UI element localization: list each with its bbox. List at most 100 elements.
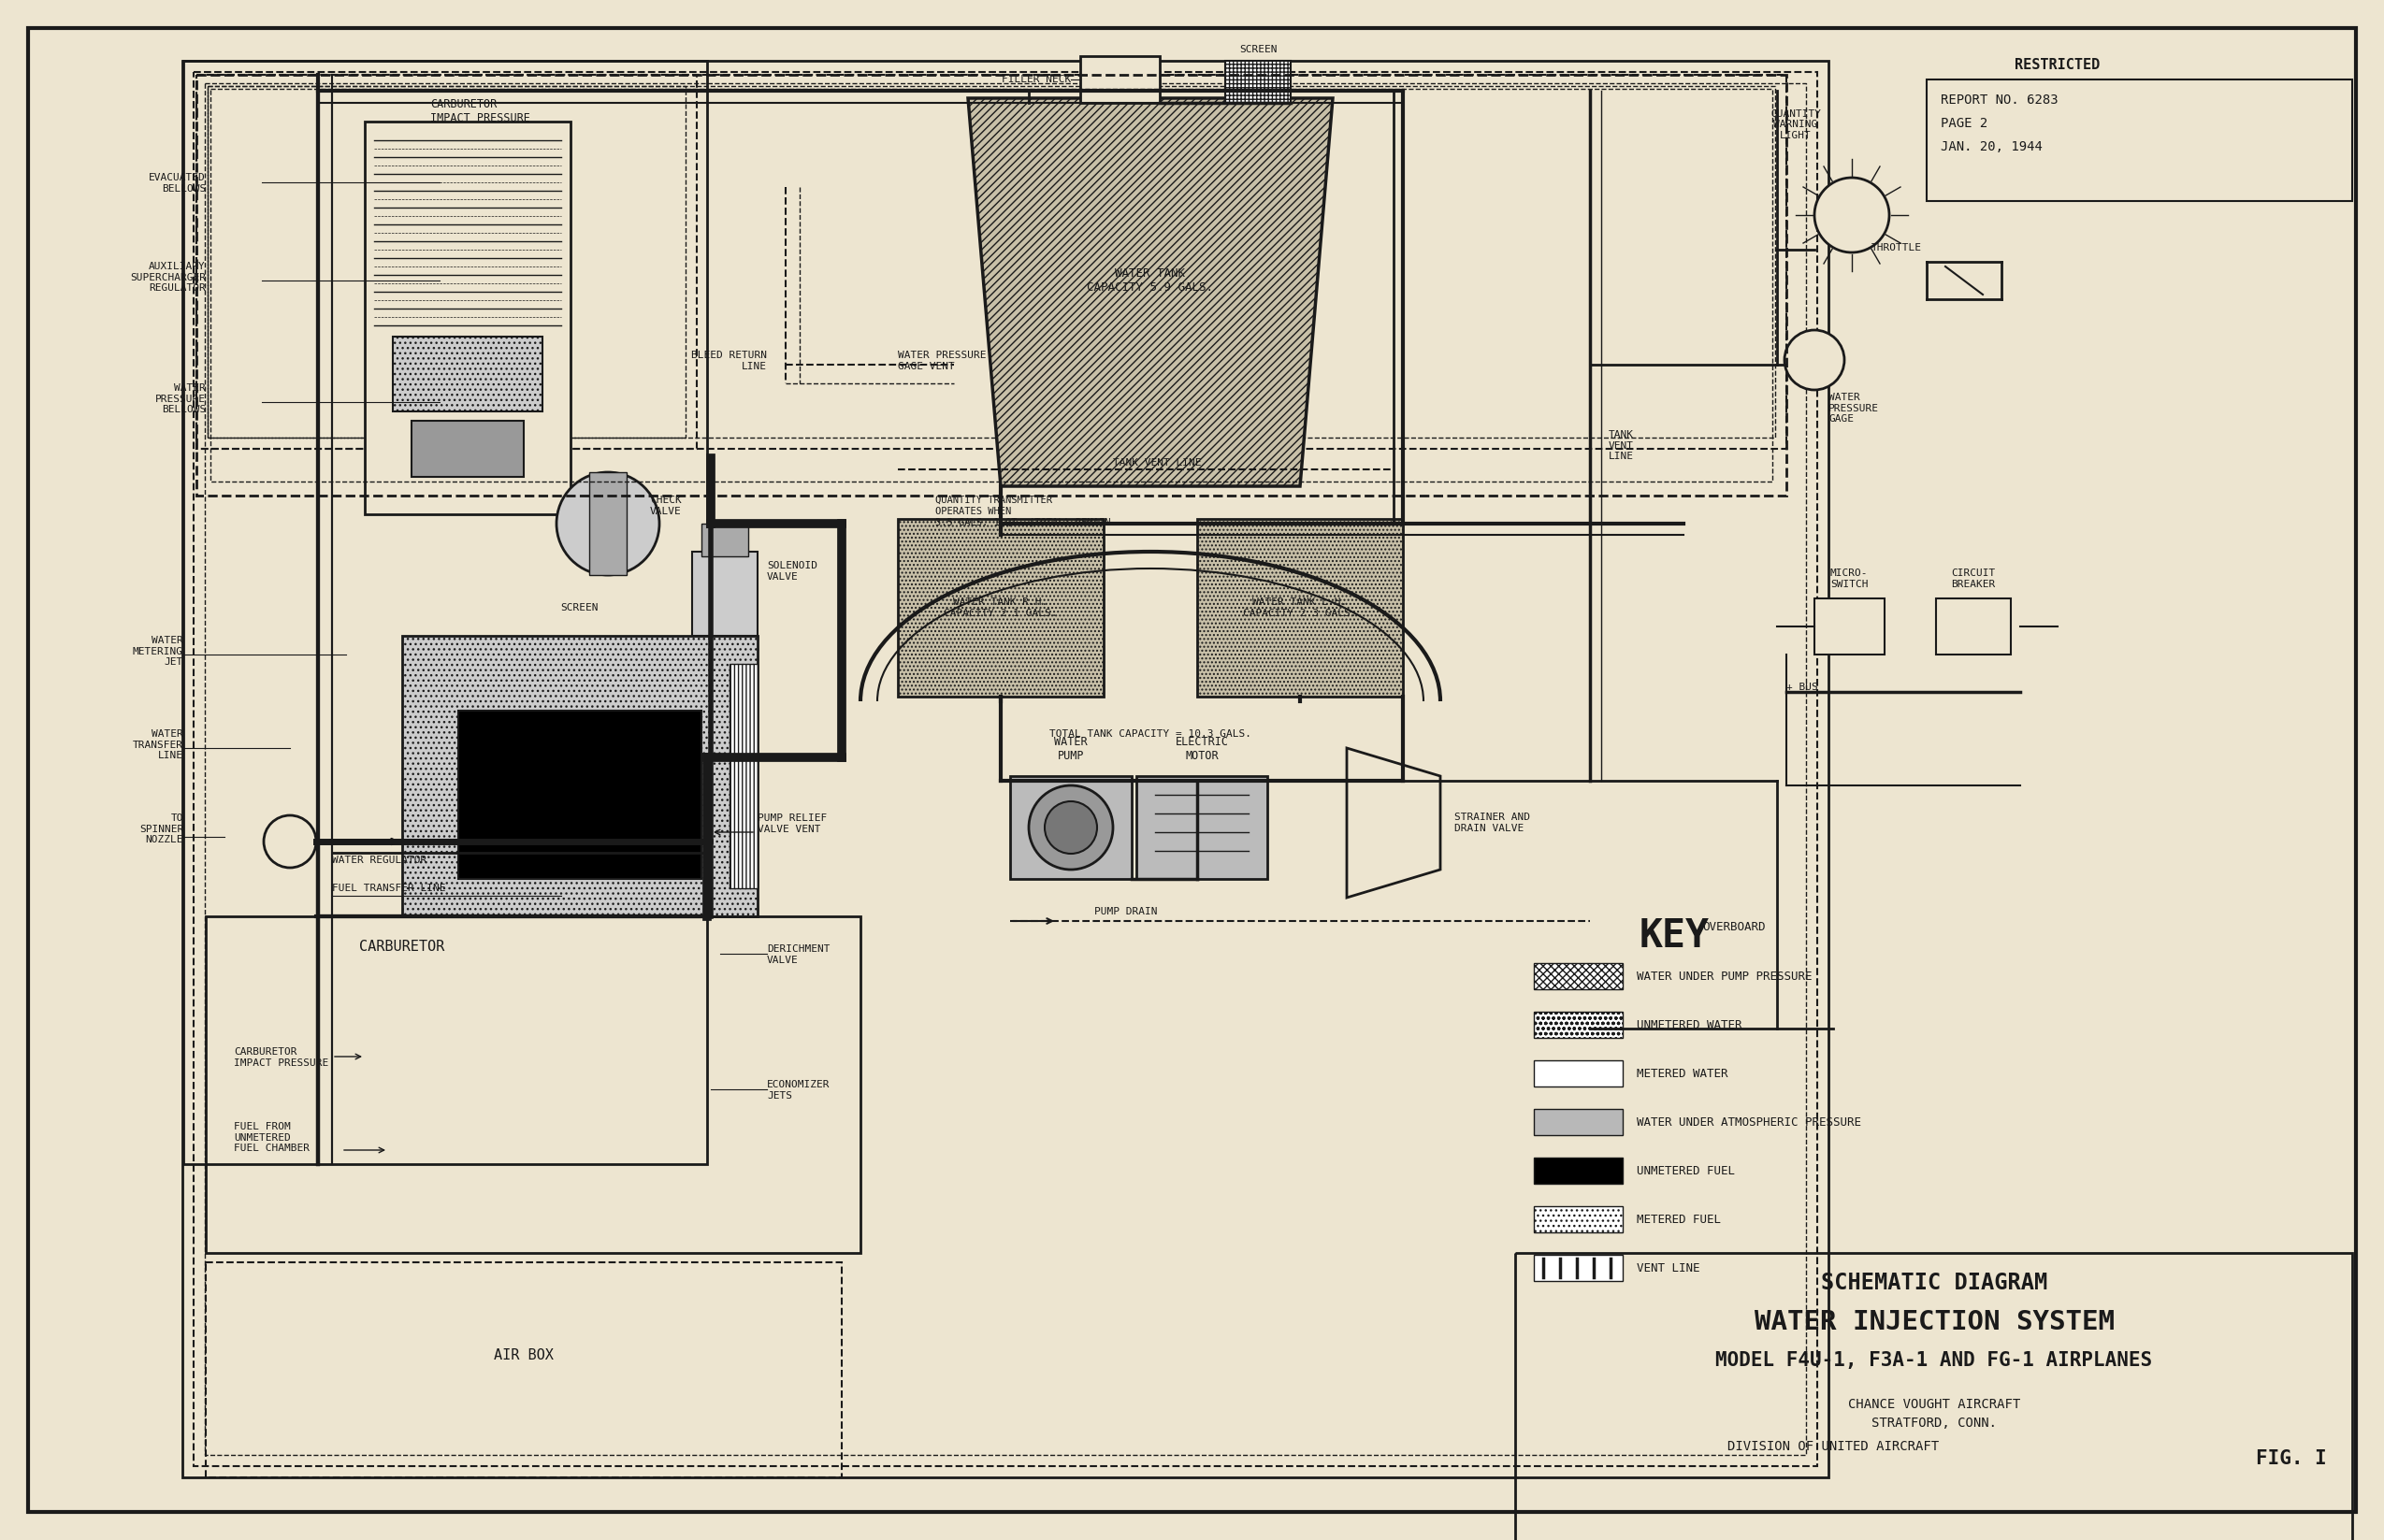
- Text: WATER INJECTION SYSTEM: WATER INJECTION SYSTEM: [1755, 1309, 2115, 1335]
- Bar: [589, 473, 627, 574]
- Bar: [1011, 776, 1132, 879]
- Text: METERED WATER: METERED WATER: [1638, 1067, 1728, 1080]
- Bar: [1814, 599, 1886, 654]
- Text: PUMP DRAIN: PUMP DRAIN: [1094, 907, 1156, 916]
- Text: MICRO-
SWITCH: MICRO- SWITCH: [1831, 568, 1869, 590]
- Bar: [458, 710, 701, 879]
- Circle shape: [555, 473, 660, 574]
- Text: CHANCE VOUGHT AIRCRAFT: CHANCE VOUGHT AIRCRAFT: [1848, 1398, 2019, 1411]
- Text: UNMETERED WATER: UNMETERED WATER: [1638, 1019, 1743, 1030]
- Circle shape: [1030, 785, 1113, 870]
- Bar: [1516, 1254, 2353, 1540]
- Polygon shape: [1347, 748, 1440, 898]
- Text: QUANTITY
WARNING
LIGHT: QUANTITY WARNING LIGHT: [1771, 109, 1821, 140]
- Circle shape: [1786, 330, 1845, 390]
- Bar: [1137, 776, 1268, 879]
- Bar: [691, 551, 758, 636]
- Bar: [205, 83, 1807, 1455]
- Text: REPORT NO. 6283: REPORT NO. 6283: [1941, 94, 2057, 106]
- Text: STRAINER AND
DRAIN VALVE: STRAINER AND DRAIN VALVE: [1454, 813, 1531, 833]
- Text: FILLER NECK: FILLER NECK: [1001, 75, 1070, 85]
- Text: WATER
TRANSFER
LINE: WATER TRANSFER LINE: [134, 730, 184, 761]
- Bar: [1197, 519, 1402, 696]
- Text: FUEL FROM
UNMETERED
FUEL CHAMBER: FUEL FROM UNMETERED FUEL CHAMBER: [234, 1123, 310, 1153]
- Text: WATER REGULATOR: WATER REGULATOR: [331, 856, 427, 865]
- Text: PUMP RELIEF
VALVE VENT: PUMP RELIEF VALVE VENT: [758, 813, 827, 833]
- Text: SOLENOID
VALVE: SOLENOID VALVE: [768, 561, 818, 581]
- Polygon shape: [968, 99, 1333, 487]
- Text: TOTAL TANK CAPACITY = 10.3 GALS.: TOTAL TANK CAPACITY = 10.3 GALS.: [1049, 730, 1252, 739]
- Bar: [210, 89, 1771, 482]
- Text: WATER TANK L.H.
CAPACITY 2.3 GALS.: WATER TANK L.H. CAPACITY 2.3 GALS.: [1242, 598, 1356, 618]
- Bar: [1926, 80, 2353, 202]
- Circle shape: [1044, 801, 1097, 853]
- Bar: [195, 75, 1786, 448]
- Text: WATER UNDER PUMP PRESSURE: WATER UNDER PUMP PRESSURE: [1638, 970, 1812, 983]
- Bar: [701, 524, 749, 556]
- Text: CARBURETOR
IMPACT PRESSURE: CARBURETOR IMPACT PRESSURE: [429, 99, 529, 125]
- Bar: [393, 337, 544, 411]
- Text: CHECK
VALVE: CHECK VALVE: [651, 496, 682, 516]
- Text: CARBURETOR
IMPACT PRESSURE: CARBURETOR IMPACT PRESSURE: [234, 1047, 329, 1067]
- Bar: [207, 86, 1776, 437]
- Bar: [730, 664, 758, 889]
- Bar: [195, 75, 696, 448]
- Text: WATER UNDER ATMOSPHERIC PRESSURE: WATER UNDER ATMOSPHERIC PRESSURE: [1638, 1116, 1862, 1129]
- Bar: [205, 1263, 842, 1477]
- Text: VENT LINE: VENT LINE: [1638, 1261, 1700, 1274]
- Bar: [1533, 962, 1624, 989]
- Text: WATER TANK R.H.
CAPACITY 2.1 GALS.: WATER TANK R.H. CAPACITY 2.1 GALS.: [944, 598, 1058, 618]
- Bar: [1533, 1012, 1624, 1038]
- Text: RESTRICTED: RESTRICTED: [2014, 59, 2100, 72]
- Text: SCREEN: SCREEN: [1240, 45, 1278, 54]
- Bar: [1533, 1255, 1624, 1281]
- Bar: [1225, 60, 1290, 103]
- Text: FUEL TRANSFER LINE: FUEL TRANSFER LINE: [331, 884, 446, 893]
- Text: SCHEMATIC DIAGRAM: SCHEMATIC DIAGRAM: [1821, 1272, 2048, 1294]
- Text: STRATFORD, CONN.: STRATFORD, CONN.: [1871, 1417, 1998, 1429]
- Bar: [403, 636, 758, 916]
- Text: SCREEN: SCREEN: [560, 604, 598, 613]
- Text: AUXILIARY
SUPERCHARGER
REGULATOR: AUXILIARY SUPERCHARGER REGULATOR: [131, 262, 205, 293]
- Circle shape: [1814, 177, 1888, 253]
- Text: CARBURETOR: CARBURETOR: [360, 939, 446, 953]
- Bar: [1533, 1158, 1624, 1184]
- Bar: [412, 420, 524, 477]
- Text: QUANTITY TRANSMITTER
OPERATES WHEN
3.5 GALS. 1 QT. (TOTAL) REMAIN: QUANTITY TRANSMITTER OPERATES WHEN 3.5 G…: [935, 496, 1111, 527]
- Text: CIRCUIT
BREAKER: CIRCUIT BREAKER: [1952, 568, 1995, 590]
- Text: WATER
PRESSURE
BELLOWS: WATER PRESSURE BELLOWS: [155, 383, 205, 414]
- Text: UNMETERED FUEL: UNMETERED FUEL: [1638, 1164, 1736, 1177]
- Bar: [1533, 1206, 1624, 1232]
- Circle shape: [265, 815, 317, 867]
- Text: PAGE 2: PAGE 2: [1941, 117, 1988, 129]
- Text: THROTTLE: THROTTLE: [1871, 243, 1922, 253]
- Bar: [1080, 55, 1159, 103]
- Bar: [365, 122, 570, 514]
- Text: KEY: KEY: [1640, 916, 1709, 956]
- Text: TANK
VENT
LINE: TANK VENT LINE: [1609, 430, 1633, 460]
- Bar: [184, 60, 1829, 1477]
- Bar: [193, 72, 1817, 1466]
- Text: OVERBOARD: OVERBOARD: [1702, 921, 1764, 933]
- Text: WATER
PUMP: WATER PUMP: [1054, 736, 1087, 762]
- Text: WATER PRESSURE
GAGE VENT: WATER PRESSURE GAGE VENT: [899, 351, 987, 371]
- Text: TO
SPINNER
NOZZLE: TO SPINNER NOZZLE: [138, 813, 184, 844]
- Bar: [207, 86, 687, 437]
- Text: DERICHMENT
VALVE: DERICHMENT VALVE: [768, 944, 830, 964]
- Text: TANK VENT LINE: TANK VENT LINE: [1113, 459, 1202, 468]
- Text: WATER TANK
CAPACITY 5.9 GALS.: WATER TANK CAPACITY 5.9 GALS.: [1087, 268, 1213, 294]
- Bar: [899, 519, 1104, 696]
- Text: METERED FUEL: METERED FUEL: [1638, 1214, 1721, 1226]
- Bar: [184, 60, 708, 1164]
- Text: + BUS: + BUS: [1786, 682, 1819, 691]
- Text: JAN. 20, 1944: JAN. 20, 1944: [1941, 140, 2043, 154]
- Text: WATER
METERING
JET: WATER METERING JET: [134, 636, 184, 667]
- Text: ECONOMIZER
JETS: ECONOMIZER JETS: [768, 1080, 830, 1100]
- Bar: [1533, 1109, 1624, 1135]
- Text: MODEL F4U-1, F3A-1 AND FG-1 AIRPLANES: MODEL F4U-1, F3A-1 AND FG-1 AIRPLANES: [1716, 1351, 2153, 1369]
- Bar: [195, 75, 1786, 496]
- Bar: [1936, 599, 2010, 654]
- Text: DIVISION OF UNITED AIRCRAFT: DIVISION OF UNITED AIRCRAFT: [1728, 1440, 1938, 1454]
- Text: EVACUATED
BELLOWS: EVACUATED BELLOWS: [148, 172, 205, 192]
- Text: BLEED RETURN
LINE: BLEED RETURN LINE: [691, 351, 768, 371]
